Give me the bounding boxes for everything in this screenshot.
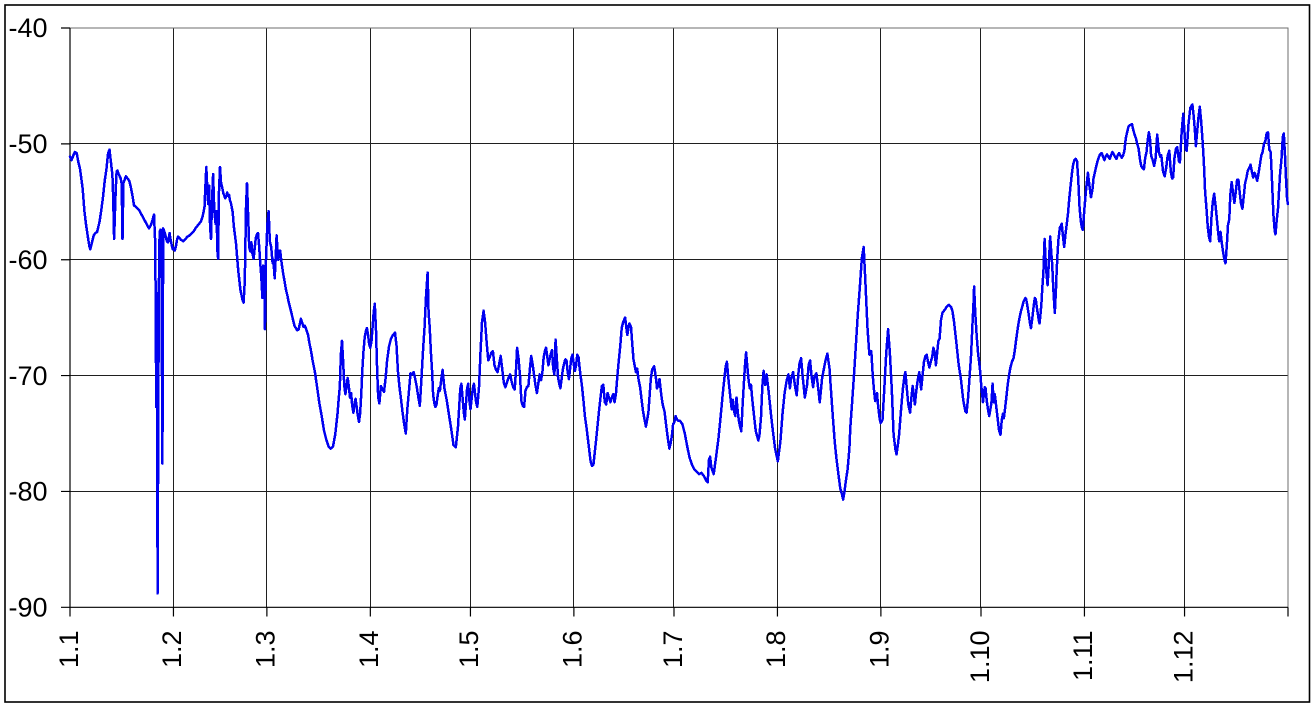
- svg-text:1.12: 1.12: [1168, 631, 1198, 684]
- svg-text:1.2: 1.2: [157, 631, 187, 669]
- svg-text:1.9: 1.9: [865, 631, 895, 669]
- svg-text:1.8: 1.8: [761, 631, 791, 669]
- svg-text:1.7: 1.7: [658, 631, 688, 669]
- svg-text:-80: -80: [8, 477, 47, 507]
- svg-text:1.1: 1.1: [54, 631, 84, 669]
- svg-text:1.10: 1.10: [965, 631, 995, 684]
- svg-text:-70: -70: [8, 361, 47, 391]
- svg-text:1.4: 1.4: [354, 631, 384, 669]
- svg-text:1.5: 1.5: [454, 631, 484, 669]
- svg-text:1.6: 1.6: [558, 631, 588, 669]
- svg-text:1.11: 1.11: [1068, 631, 1098, 682]
- svg-text:-90: -90: [8, 593, 47, 623]
- svg-text:-60: -60: [8, 245, 47, 275]
- svg-text:-40: -40: [8, 13, 47, 43]
- svg-text:-50: -50: [8, 129, 47, 159]
- svg-text:1.3: 1.3: [251, 631, 281, 669]
